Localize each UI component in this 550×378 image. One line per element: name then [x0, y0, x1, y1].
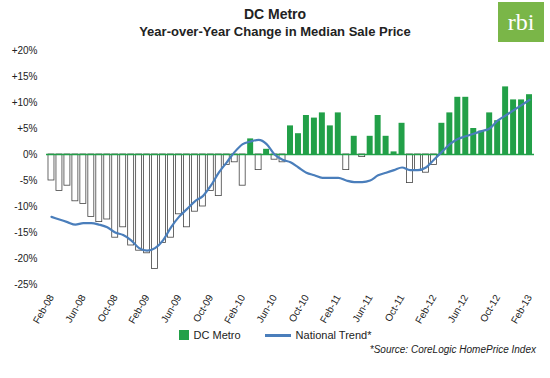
svg-text:-25%: -25% [14, 279, 37, 290]
svg-text:+5%: +5% [17, 123, 37, 134]
html-text:Year-over-Year Change in Media: Year-over-Year Change in Median Sale Pri… [139, 24, 411, 39]
svg-text:Oct-12: Oct-12 [478, 292, 503, 324]
svg-text:Feb-10: Feb-10 [222, 292, 248, 325]
svg-text:+20%: +20% [12, 45, 38, 56]
html-text:National Trend*: National Trend* [295, 329, 372, 341]
html-text:*Source: CoreLogic HomePrice I: *Source: CoreLogic HomePrice Index [369, 344, 536, 355]
svg-text:+10%: +10% [12, 97, 38, 108]
svg-text:Feb-11: Feb-11 [318, 292, 343, 325]
svg-text:-20%: -20% [14, 253, 37, 264]
svg-text:Feb-08: Feb-08 [31, 292, 57, 325]
svg-text:Jun-09: Jun-09 [159, 292, 184, 324]
html-text:DC Metro: DC Metro [193, 329, 241, 341]
svg-text:Jun-11: Jun-11 [350, 292, 375, 324]
svg-text:Jun-08: Jun-08 [63, 292, 88, 324]
svg-text:Oct-09: Oct-09 [191, 292, 216, 324]
svg-text:Oct-11: Oct-11 [382, 292, 406, 323]
svg-text:0%: 0% [23, 149, 38, 160]
svg-text:Oct-10: Oct-10 [286, 292, 311, 324]
svg-text:Jun-10: Jun-10 [254, 292, 279, 324]
svg-text:-15%: -15% [14, 227, 37, 238]
html-text:DC Metro: DC Metro [243, 6, 307, 22]
svg-text:Feb-13: Feb-13 [509, 292, 535, 325]
svg-text:Feb-09: Feb-09 [126, 292, 152, 325]
svg-text:Feb-12: Feb-12 [413, 292, 439, 325]
svg-text:Jun-12: Jun-12 [445, 292, 470, 324]
svg-text:-10%: -10% [14, 201, 37, 212]
svg-text:Oct-08: Oct-08 [95, 292, 120, 324]
svg-text:-5%: -5% [20, 175, 38, 186]
html-text:rbi: rbi [507, 9, 535, 35]
svg-text:+15%: +15% [12, 71, 38, 82]
